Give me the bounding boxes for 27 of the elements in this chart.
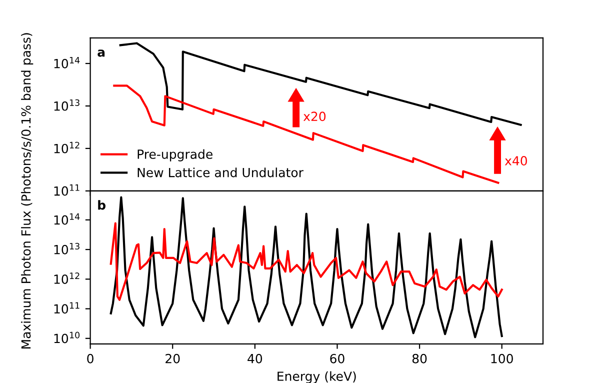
y-tick-label: 10$^{12}$: [54, 272, 80, 284]
x-tick-label: 20: [166, 354, 180, 364]
annotation: x40: [504, 156, 527, 166]
legend-label: New Lattice and Undulator: [138, 168, 304, 178]
line-series: [110, 196, 503, 338]
x-tick-label: 40: [248, 354, 262, 364]
legend-label: Pre-upgrade: [138, 149, 212, 162]
y-tick-label: 10$^{10}$: [54, 332, 80, 344]
y-tick-label: 10$^{14}$: [54, 56, 80, 68]
x-tick-label: 0: [87, 354, 94, 364]
y-tick-label: 10$^{12}$: [54, 142, 80, 154]
annotation: b: [98, 200, 106, 210]
line-series: [110, 222, 503, 301]
y-tick-label: 10$^{13}$: [54, 99, 80, 111]
line-series: [113, 84, 500, 184]
y-axis-title: Maximum Photon Flux (Photons/s/0.1% band pass): [21, 33, 34, 349]
y-tick-label: 10$^{13}$: [54, 242, 80, 254]
annotation: a: [98, 50, 105, 57]
annotation: x20: [303, 112, 326, 122]
x-tick-label: 100: [491, 354, 513, 364]
y-tick-label: 10$^{14}$: [54, 213, 80, 225]
y-tick-label: 10$^{11}$: [54, 302, 80, 314]
y-tick-label: 10$^{11}$: [54, 184, 80, 196]
x-tick-label: 80: [412, 354, 427, 364]
line-series: [119, 42, 522, 126]
x-axis-title: Energy (keV): [278, 371, 356, 383]
x-tick-label: 60: [330, 354, 344, 364]
